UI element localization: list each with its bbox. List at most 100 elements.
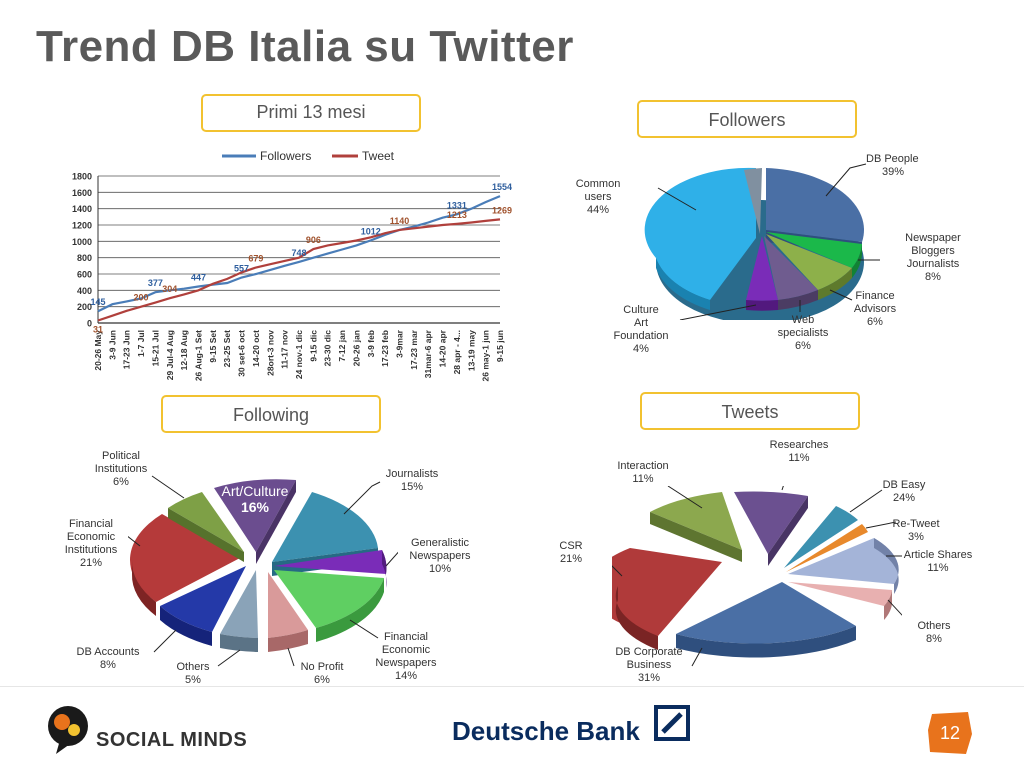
x-tick-label: 24 nov-1 dic [294, 330, 304, 379]
x-tick-label: 3-9mar [395, 329, 405, 358]
line-chart-callout: Primi 13 mesi [201, 94, 421, 132]
x-tick-label: 15-21 Jul [150, 330, 160, 366]
x-tick-label: 30 set-6 oct [237, 330, 247, 377]
tweets-slice-article-shares-side [874, 538, 899, 594]
x-tick-label: 17-23 mar [409, 329, 419, 369]
following-label-others: Others 5% [176, 661, 210, 686]
x-tick-label: 26 may-1 jun [481, 330, 491, 382]
leader-generalistic [385, 551, 398, 567]
tweets-slice-researches-side [768, 496, 808, 566]
tweets-slice-researches [734, 491, 808, 554]
followers-data-label: 748 [291, 248, 306, 258]
tweets-pie-chart [612, 486, 902, 667]
x-tick-label: 20-26 jan [351, 330, 361, 366]
following-slice-fin-newspapers [274, 570, 384, 628]
x-tick-label: 11-17 nov [280, 330, 290, 369]
legend-followers-label: Followers [260, 149, 311, 163]
tweet-data-label: 31 [93, 324, 103, 334]
x-tick-label: 28ort-3 nov [265, 330, 275, 376]
tweets-label-article: Article Shares 11% [903, 549, 973, 574]
followers-label-culture: Culture Art Foundation 4% [613, 304, 669, 355]
leader-no-profit [287, 647, 295, 667]
y-tick-label: 200 [77, 302, 92, 312]
leader-db-accounts [153, 629, 177, 653]
tweet-data-label: 1213 [447, 210, 467, 220]
following-label-db-accounts: DB Accounts 8% [76, 646, 140, 671]
tweets-slice-db-corporate-side [676, 626, 856, 658]
following-slice-political-side [168, 508, 244, 562]
tweets-slice-db-easy [784, 506, 858, 568]
y-tick-label: 1600 [72, 188, 92, 198]
following-callout: Following [161, 395, 381, 433]
line-chart-legend: Followers Tweet [222, 149, 395, 163]
tweets-slice-csr-side [615, 586, 658, 650]
tweets-label-retweet: Re-Tweet 3% [892, 518, 940, 543]
page-number: 12 [939, 723, 961, 743]
following-slice-db-accounts-side [160, 606, 212, 646]
followers-data-label: 557 [234, 264, 249, 274]
tweet-data-label: 1269 [492, 205, 512, 215]
followers-slice-common-users [644, 167, 756, 300]
followers-slice-culture [746, 236, 778, 301]
following-slice-art-culture [214, 479, 296, 552]
x-tick-label: 7-12 jan [337, 330, 347, 362]
tweet-data-label: 679 [248, 254, 263, 264]
tweets-callout-label: Tweets [721, 402, 779, 422]
x-tick-label: 1-7 Jul [136, 330, 146, 357]
followers-callout-label: Followers [708, 110, 786, 130]
followers-slice-newspaper-side [852, 244, 862, 278]
leader-interaction [667, 486, 703, 509]
tweets-label-csr: CSR 21% [559, 540, 583, 565]
page-badge [928, 712, 972, 754]
y-tick-label: 1800 [72, 172, 92, 182]
following-label-no-profit: No Profit 6% [300, 661, 344, 686]
following-slice-fin-newspapers-side [316, 578, 384, 642]
leader-retweet [865, 521, 897, 529]
following-slice-db-accounts [160, 566, 246, 632]
tweets-slice-others [788, 582, 892, 606]
following-slice-no-profit [268, 572, 308, 638]
followers-pie-chart [644, 163, 880, 320]
followers-slice-web-specialists-side [778, 290, 818, 310]
followers-line [97, 195, 501, 313]
following-slice-art-culture-side [256, 480, 296, 564]
x-tick-label: 29 Jul-4 Aug [165, 330, 175, 380]
following-label-generalistic: Generalistic Newspapers 10% [409, 537, 471, 575]
legend-tweet-label: Tweet [362, 149, 395, 163]
x-tick-label: 14-20 apr [438, 329, 448, 367]
x-tick-label: 17-23 feb [380, 330, 390, 367]
followers-data-label: 377 [148, 278, 163, 288]
leader-fin-institutions [128, 536, 141, 547]
followers-data-label: 1331 [447, 200, 467, 210]
tweets-slice-interaction-side [650, 512, 742, 562]
x-tick-label: 26 Aug-1 Set [194, 330, 204, 381]
leader-common [657, 187, 697, 211]
x-tick-label: 20-26 May [93, 330, 103, 371]
y-tick-label: 1200 [72, 221, 92, 231]
y-tick-label: 800 [77, 253, 92, 263]
following-slice-generalistic [274, 550, 387, 574]
following-slice-no-profit-side [268, 630, 308, 652]
followers-slice-finance-advisors [766, 234, 852, 290]
deutsche-bank-wordmark: Deutsche Bank [452, 716, 640, 746]
following-callout-label: Following [232, 405, 310, 425]
following-slice-fin-institutions-side [131, 560, 156, 616]
x-tick-label: 3-9 feb [366, 330, 376, 357]
leader-db-corporate [691, 647, 703, 667]
leader-others [217, 649, 241, 667]
tweets-label-db-corporate: DB Corporate Business 31% [615, 646, 683, 684]
following-label-art-culture: Art/Culture 16% [221, 483, 289, 515]
x-tick-label: 14-20 oct [251, 330, 261, 367]
tweets-slice-retweet [786, 524, 868, 572]
followers-slice-web-specialists [764, 236, 818, 300]
footer-divider [0, 686, 1024, 687]
x-tick-label: 23-30 dic [323, 330, 333, 367]
tweets-label-interaction: Interaction 11% [617, 460, 669, 485]
tweet-data-label: 200 [134, 293, 149, 303]
x-tick-label: 13-19 may [466, 330, 476, 371]
followers-label-web: Web specialists 6% [777, 314, 829, 352]
tweets-slice-interaction [650, 492, 742, 550]
following-slice-others [220, 570, 258, 638]
line-chart: Followers Tweet 0 200 400 600 800 1000 1200 140… [72, 149, 512, 382]
following-label-journalists: Journalists 15% [385, 468, 439, 493]
